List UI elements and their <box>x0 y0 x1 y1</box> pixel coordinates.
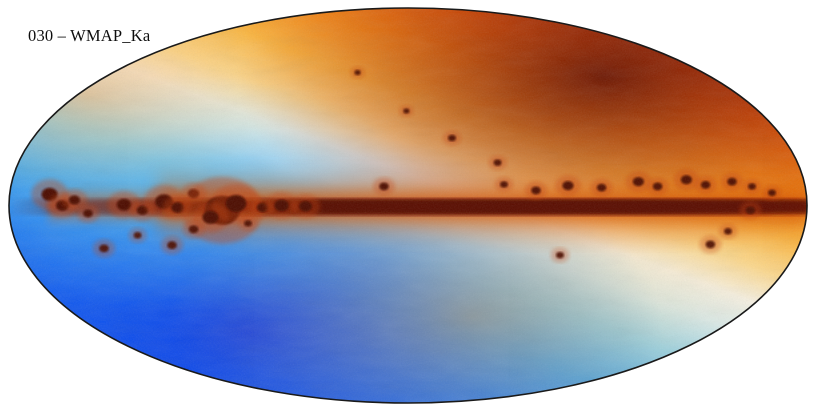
page-title: 030 – WMAP_Ka <box>28 26 151 45</box>
map-outline <box>8 7 808 404</box>
pixel-noise-light <box>9 8 807 403</box>
sky-map-svg <box>8 7 808 404</box>
all-sky-mollweide-map[interactable] <box>8 7 808 404</box>
sky-map-body <box>9 8 807 403</box>
